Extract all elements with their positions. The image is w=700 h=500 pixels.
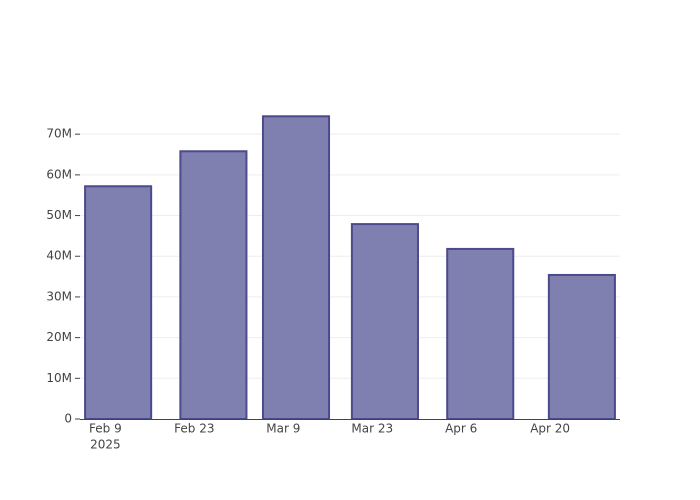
- y-tick-label: 60M: [46, 167, 72, 181]
- bar: [547, 273, 616, 420]
- x-tick-label: Mar 9: [266, 422, 300, 436]
- x-tick-year: 2025: [90, 438, 121, 452]
- y-tick-label: 10M: [46, 371, 72, 385]
- y-tick-label: 40M: [46, 249, 72, 263]
- x-tick-label: Feb 9: [89, 422, 122, 436]
- bar: [350, 223, 419, 420]
- y-tick-label: 20M: [46, 330, 72, 344]
- bar: [446, 247, 515, 420]
- x-tick-label: Feb 23: [174, 422, 214, 436]
- bar: [261, 115, 331, 420]
- y-tick-label: 50M: [46, 208, 72, 222]
- x-tick-label: Apr 6: [445, 422, 477, 436]
- bar: [179, 150, 248, 420]
- x-tick-label: Apr 20: [530, 422, 570, 436]
- y-tick-label: 30M: [46, 289, 72, 303]
- y-tick-label: 0: [64, 412, 72, 426]
- x-tick-label: Mar 23: [351, 422, 393, 436]
- bar: [84, 185, 153, 420]
- y-tick-label: 70M: [46, 127, 72, 141]
